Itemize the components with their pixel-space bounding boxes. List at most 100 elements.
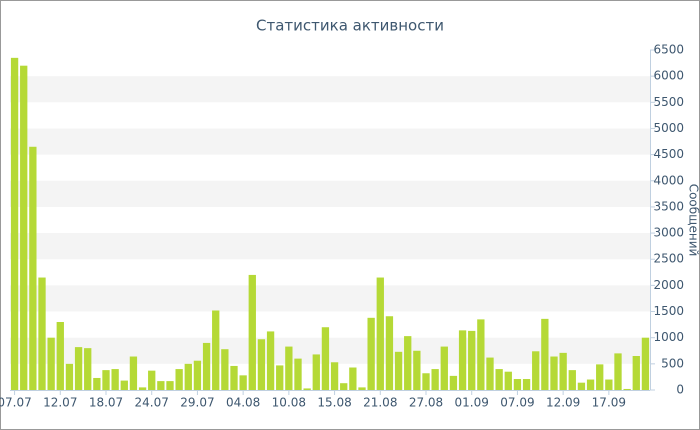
bar [120,380,128,390]
bar [632,356,640,390]
bar [65,363,74,390]
bar [303,388,311,390]
y-tick-label: 1000 [653,330,684,344]
bar [312,354,320,390]
bar [129,356,138,390]
bar [230,365,238,390]
bar [38,277,46,390]
x-tick-label: 18.07 [89,396,123,410]
bar [111,369,119,390]
x-tick-label: 04.08 [226,396,260,410]
grid-band [10,128,650,155]
bar [285,346,293,390]
bar [495,369,503,390]
y-tick-label: 4500 [653,147,684,161]
bar [623,388,631,390]
bar [376,277,384,390]
bar [340,383,348,390]
bar [74,347,83,390]
bar [614,353,622,390]
y-tick-label: 3000 [653,226,684,240]
bar [358,387,366,390]
bar [10,57,19,390]
bar [166,381,174,390]
bar [641,337,650,390]
bar [138,387,147,390]
bar [413,350,421,390]
y-tick-label: 500 [661,356,684,370]
grid-band [10,180,650,207]
bar [431,369,439,390]
y-tick-label: 2500 [653,252,684,266]
bar [532,351,540,390]
bar [294,358,302,390]
bar [394,351,403,390]
y-tick-label: 3500 [653,199,684,213]
grid-band [10,76,650,103]
bar [349,367,357,390]
bar [184,363,192,390]
bar [577,382,586,390]
bar [175,369,183,390]
bar [157,381,165,390]
bar [29,146,37,390]
y-tick-label: 2000 [653,278,684,292]
bar [257,339,266,390]
y-tick-label: 6000 [653,69,684,83]
bar [93,377,101,390]
bar [504,371,512,390]
bar [47,337,55,390]
bar [239,375,247,390]
y-tick-label: 1500 [653,304,684,318]
chart-title: Статистика активности [256,17,444,35]
bar [193,360,202,390]
grid-band [10,285,650,312]
bar [468,330,476,390]
bar [513,379,522,390]
bar [458,330,467,390]
bar [541,318,549,390]
y-tick-label: 6500 [653,43,684,57]
bar [276,365,284,390]
x-tick-label: 07.07 [0,396,32,410]
bar [20,65,28,390]
bar [56,322,64,390]
bar [321,327,330,390]
bar [202,342,211,390]
bar [550,356,558,390]
x-tick-label: 10.08 [272,396,306,410]
x-tick-label: 12.07 [43,396,77,410]
bar [440,346,448,390]
bar [422,373,430,390]
bar [586,379,595,390]
bar [102,370,110,390]
x-tick-label: 12.09 [546,396,580,410]
y-tick-label: 0 [676,383,684,397]
x-tick-label: 15.08 [317,396,351,410]
bar [248,274,256,390]
x-tick-label: 29.07 [180,396,214,410]
bar [568,370,576,390]
bar [148,370,156,390]
bar [367,317,375,390]
bar [596,364,604,390]
bar [385,316,394,390]
bar [212,310,220,390]
grid-band [10,233,650,260]
bar [522,379,531,390]
bar [486,357,494,390]
x-tick-label: 07.09 [500,396,534,410]
y-axis-label: Сообщений [687,184,700,257]
bar [404,336,412,390]
bar [84,348,92,390]
bar [449,375,458,390]
bar [605,379,613,390]
bar [266,331,275,390]
x-tick-label: 27.08 [409,396,443,410]
y-tick-label: 5000 [653,121,684,135]
bar [477,319,485,390]
x-tick-label: 24.07 [135,396,169,410]
bar [559,352,567,390]
